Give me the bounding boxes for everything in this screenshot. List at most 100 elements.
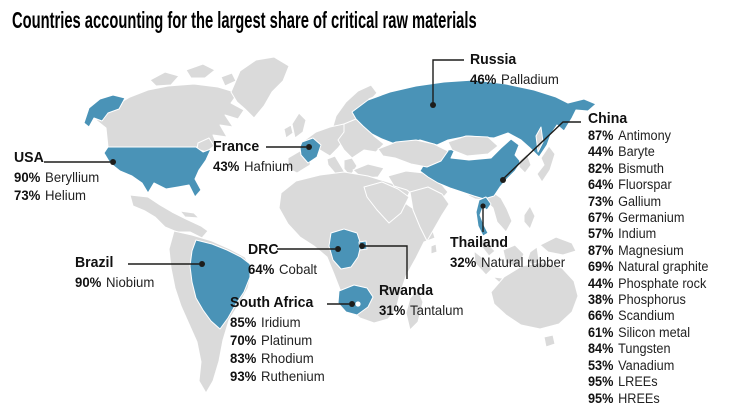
land-madagascar bbox=[405, 289, 424, 331]
material-share: 32% bbox=[450, 254, 477, 270]
china-leader-line bbox=[502, 121, 581, 180]
material-name: Ruthenium bbox=[261, 368, 325, 384]
material-name: Baryte bbox=[618, 144, 655, 160]
material-share: 87% bbox=[588, 242, 614, 258]
label-usa: USA 90% Beryllium 73% Helium bbox=[14, 149, 99, 204]
land-sumatra bbox=[473, 250, 493, 276]
material-name: Scandium bbox=[618, 308, 675, 324]
material-name: Tungsten bbox=[618, 341, 671, 357]
land-mongolia bbox=[447, 135, 499, 157]
material-share: 46% bbox=[470, 71, 497, 87]
material-list: 43% Hafnium bbox=[213, 157, 293, 175]
material-row: 61% Silicon metal bbox=[588, 325, 708, 341]
material-share: 90% bbox=[14, 169, 41, 185]
material-row: 87% Antimony bbox=[588, 128, 708, 144]
material-row: 73% Helium bbox=[14, 186, 99, 204]
rwanda-dot bbox=[359, 243, 365, 249]
drc-dot bbox=[335, 246, 341, 252]
country-name: Thailand bbox=[450, 234, 508, 251]
country-brazil-shape bbox=[189, 239, 251, 330]
material-share: 64% bbox=[588, 177, 614, 193]
material-share: 57% bbox=[588, 226, 614, 242]
material-list: 64% Cobalt bbox=[248, 260, 317, 278]
material-share: 90% bbox=[75, 274, 102, 290]
material-share: 84% bbox=[588, 341, 614, 357]
material-row: 90% Niobium bbox=[75, 273, 154, 291]
material-share: 83% bbox=[230, 350, 257, 366]
material-share: 64% bbox=[248, 261, 275, 277]
material-name: Rhodium bbox=[261, 350, 314, 366]
land-korea bbox=[518, 153, 532, 174]
material-name: Niobium bbox=[106, 274, 155, 290]
material-name: Phosphorus bbox=[618, 292, 686, 308]
material-row: 57% Indium bbox=[588, 226, 708, 242]
material-name: HREEs bbox=[618, 390, 660, 406]
material-row: 87% Magnesium bbox=[588, 243, 708, 259]
material-row: 44% Baryte bbox=[588, 144, 708, 160]
material-share: 73% bbox=[588, 193, 614, 209]
material-share: 69% bbox=[588, 259, 614, 275]
material-name: LREEs bbox=[618, 374, 658, 390]
material-name: Cobalt bbox=[279, 261, 318, 277]
thailand-dot bbox=[480, 203, 486, 209]
material-row: 84% Tungsten bbox=[588, 341, 708, 357]
material-row: 43% Hafnium bbox=[213, 157, 293, 175]
material-list: 85% Iridium 70% Platinum 83% Rhodium 93% Ruthen… bbox=[230, 313, 325, 385]
material-row: 44% Phosphate rock bbox=[588, 276, 708, 292]
material-row: 95% LREEs bbox=[588, 374, 708, 390]
material-name: Iridium bbox=[261, 314, 301, 330]
country-alaska-shape bbox=[83, 94, 126, 128]
material-share: 61% bbox=[588, 324, 614, 340]
land-philippines bbox=[523, 205, 536, 230]
material-name: Silicon metal bbox=[618, 324, 691, 340]
material-share: 95% bbox=[588, 390, 614, 406]
land-india bbox=[409, 186, 450, 242]
label-rwanda: Rwanda 31% Tantalum bbox=[379, 282, 463, 319]
page-title: Countries accounting for the largest sha… bbox=[12, 7, 477, 33]
country-thailand-shape bbox=[475, 196, 492, 237]
usa-dot bbox=[110, 159, 116, 165]
material-name: Antimony bbox=[618, 128, 672, 143]
material-row: 46% Palladium bbox=[470, 70, 559, 88]
country-name: South Africa bbox=[230, 294, 314, 311]
material-share: 93% bbox=[230, 368, 257, 384]
land-greenland bbox=[230, 56, 290, 119]
country-france-shape bbox=[299, 137, 322, 164]
russia-leader-line bbox=[432, 59, 464, 103]
material-row: 67% Germanium bbox=[588, 210, 708, 226]
material-share: 43% bbox=[213, 158, 240, 174]
land-malaysia bbox=[479, 235, 496, 257]
label-thailand: Thailand 32% Natural rubber bbox=[450, 234, 565, 271]
land-japan bbox=[536, 145, 556, 183]
label-china: China 87% Antimony 44% Baryte 82% Bismuth 64% F… bbox=[588, 110, 708, 407]
rwanda-leader-line bbox=[364, 245, 408, 279]
highlighted-countries bbox=[83, 79, 597, 330]
russia-dot bbox=[430, 102, 436, 108]
country-name: USA bbox=[14, 149, 44, 166]
material-name: Fluorspar bbox=[618, 177, 672, 193]
material-share: 66% bbox=[588, 308, 614, 324]
country-drc-shape bbox=[328, 228, 362, 270]
material-row: 69% Natural graphite bbox=[588, 259, 708, 275]
material-row: 73% Gallium bbox=[588, 194, 708, 210]
material-row: 70% Platinum bbox=[230, 331, 325, 349]
country-south-africa-shape bbox=[337, 284, 374, 316]
label-france: France 43% Hafnium bbox=[213, 138, 293, 175]
land-arctic-island bbox=[149, 71, 180, 87]
land-ireland bbox=[283, 124, 294, 139]
land-uk bbox=[291, 112, 307, 139]
material-row: 66% Scandium bbox=[588, 308, 708, 324]
land-cuba bbox=[179, 210, 200, 219]
material-name: Hafnium bbox=[244, 158, 294, 174]
material-name: Vanadium bbox=[618, 357, 675, 373]
material-row: 31% Tantalum bbox=[379, 301, 463, 319]
material-share: 73% bbox=[14, 187, 41, 203]
material-share: 44% bbox=[588, 144, 614, 160]
label-brazil: Brazil 90% Niobium bbox=[75, 254, 154, 291]
material-share: 95% bbox=[588, 374, 614, 390]
material-row: 83% Rhodium bbox=[230, 349, 325, 367]
material-name: Natural rubber bbox=[481, 254, 566, 270]
lesotho-enclave bbox=[355, 301, 361, 307]
